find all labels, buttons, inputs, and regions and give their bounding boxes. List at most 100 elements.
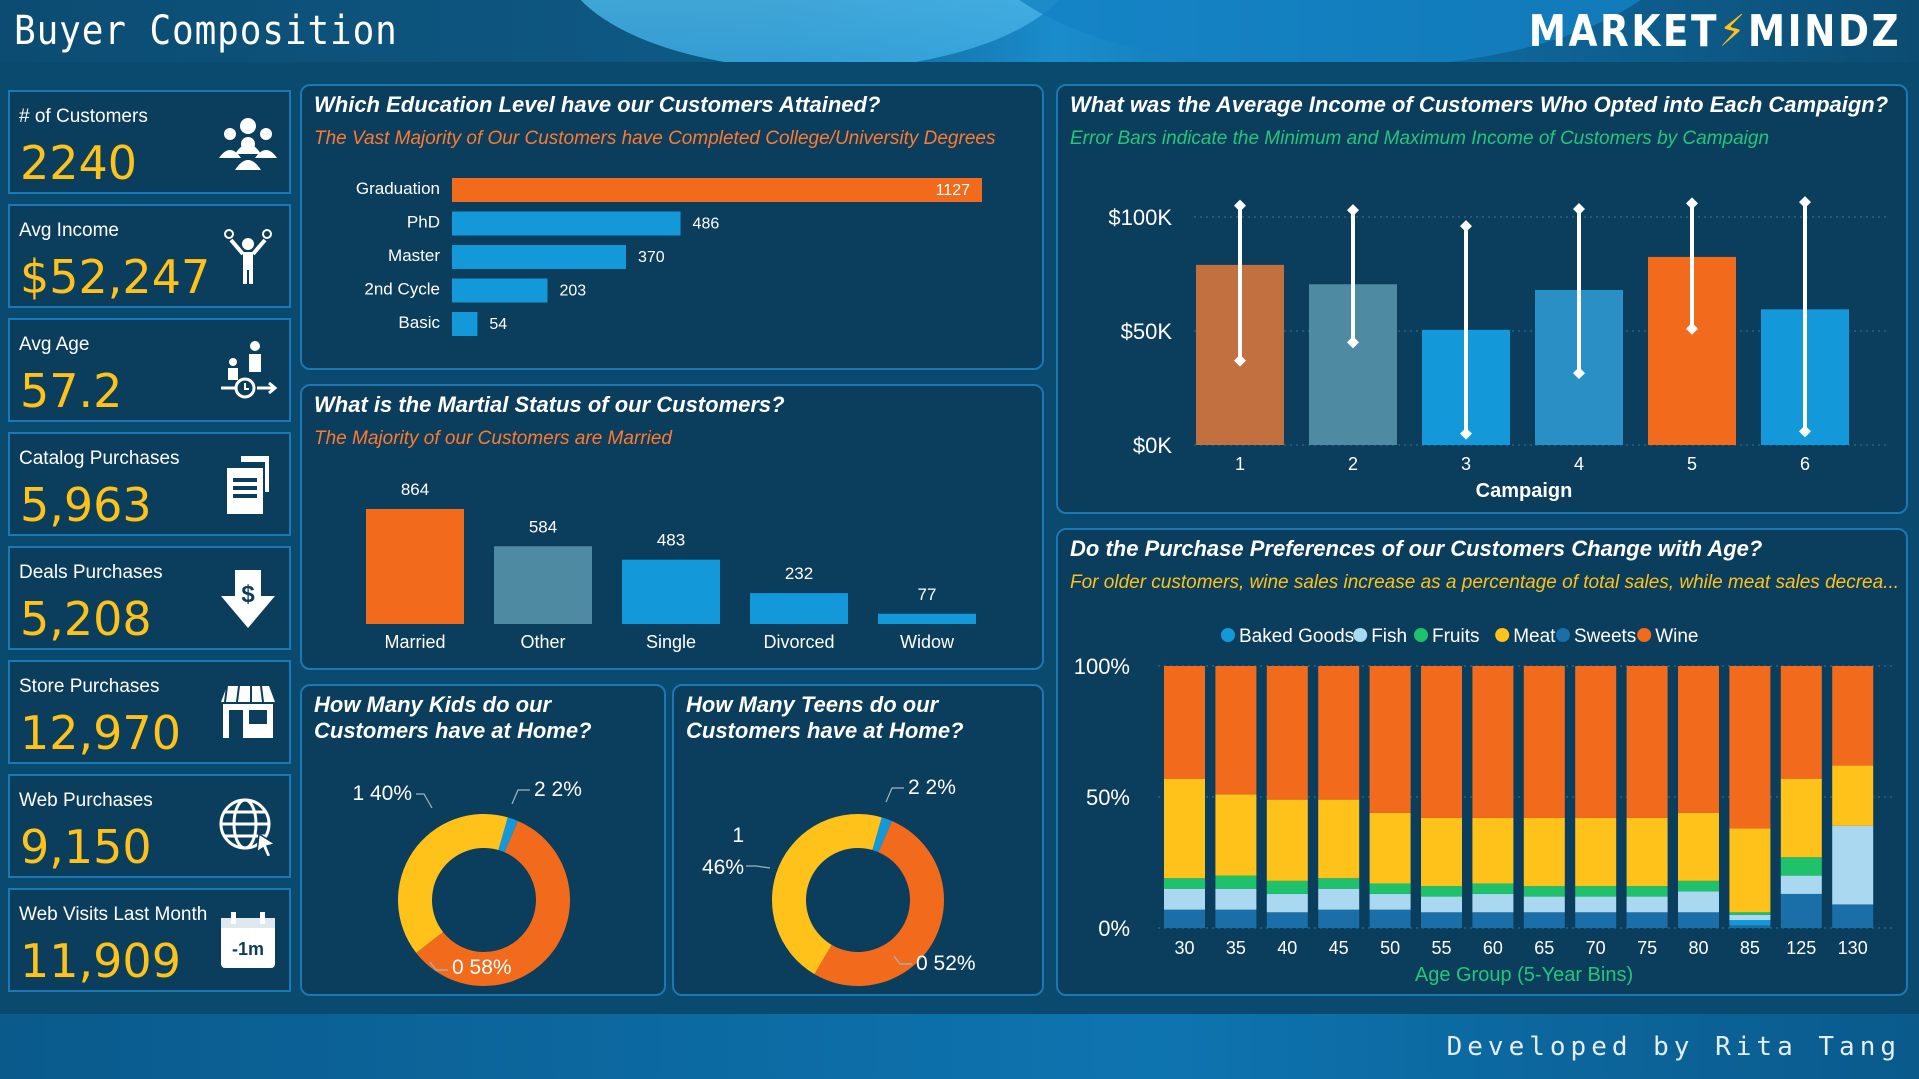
kpi-label: Web Purchases [19, 790, 153, 811]
marital-category-label: Divorced [763, 632, 834, 652]
age-x-tick-label: 65 [1534, 938, 1554, 958]
age-stack-segment [1318, 878, 1360, 889]
education-value-label: 370 [638, 249, 665, 266]
kpi-value: 12,970 [20, 706, 181, 760]
header-bar: Buyer Composition MARKET⚡MINDZ [0, 0, 1919, 62]
age-stack-segment [1832, 904, 1874, 928]
donut-slice [872, 817, 892, 853]
age-legend-label: Baked Goods [1239, 626, 1354, 647]
age-stack-segment [1729, 912, 1771, 915]
age-stack-segment [1266, 893, 1308, 913]
age-stack-segment [1832, 765, 1874, 826]
age-stack-segment [1832, 825, 1874, 905]
marital-panel: What is the Martial Status of our Custom… [300, 384, 1044, 670]
donut-slice [416, 820, 570, 986]
education-category-label: Master [388, 246, 440, 265]
kpi-label: Web Visits Last Month [19, 904, 208, 925]
age-stack-segment [1472, 666, 1514, 818]
age-stack-segment [1266, 912, 1308, 928]
income-x-axis-title: Campaign [1476, 480, 1573, 502]
donut-slice-label: 1 [732, 824, 744, 847]
income-x-tick-label: 4 [1574, 454, 1584, 474]
income-error-max-marker [1460, 220, 1472, 233]
education-value-label: 203 [559, 283, 586, 300]
age-stack-segment [1215, 875, 1257, 889]
marital-value-label: 483 [657, 531, 685, 550]
age-stack-segment [1523, 666, 1565, 818]
donut-slice [498, 817, 518, 853]
age-legend-marker [1353, 628, 1368, 642]
age-stack-segment [1678, 666, 1719, 813]
age-stack-segment [1215, 888, 1257, 910]
age-stack-segment [1575, 666, 1617, 818]
income-error-min-marker [1460, 427, 1472, 440]
age-stack-segment [1780, 893, 1822, 928]
age-stack-segment [1780, 875, 1822, 894]
age-stack-segment [1164, 778, 1205, 879]
header-swoosh-decoration [560, 0, 1080, 62]
age-panel: Do the Purchase Preferences of our Custo… [1056, 528, 1908, 996]
age-stack-segment [1164, 878, 1205, 889]
age-stack-segment [1523, 912, 1565, 928]
storefront-icon [221, 685, 275, 738]
kpi-card-catalog: Catalog Purchases 5,963 [8, 432, 291, 536]
age-stack-segment [1780, 857, 1822, 876]
panel-title-line1: How Many Kids do our [314, 692, 552, 717]
panel-subtitle: Error Bars indicate the Minimum and Maxi… [1070, 128, 1770, 149]
panel-title-line2: Customers have at Home? [686, 718, 964, 743]
marital-bar [494, 546, 592, 624]
age-legend-marker [1556, 628, 1570, 642]
age-stack-segment [1780, 778, 1822, 858]
age-stack-segment [1523, 896, 1565, 913]
kpi-card-customers: # of Customers 2240 [8, 90, 291, 194]
age-legend-label: Sweets [1574, 626, 1636, 647]
age-stack-segment [1318, 909, 1360, 928]
age-legend-label: Fish [1371, 626, 1407, 647]
age-stack-segment [1678, 891, 1719, 913]
donut-slice-label: 2 2% [534, 778, 582, 801]
age-legend-marker [1414, 628, 1428, 642]
kids-donut-chart: 0 58% 1 40% 2 2% [352, 778, 582, 986]
kpi-value: 2240 [20, 136, 138, 190]
calendar-minus-1m-icon: -1m [221, 912, 275, 968]
income-error-max-marker [1799, 196, 1811, 209]
age-x-tick-label: 35 [1226, 938, 1246, 958]
age-x-tick-label: 40 [1277, 938, 1297, 958]
page-title: Buyer Composition [14, 8, 398, 54]
kpi-label: Store Purchases [19, 676, 160, 697]
age-stack-segment [1421, 817, 1462, 887]
age-stack-segment [1575, 817, 1617, 887]
kpi-value: 5,963 [20, 478, 152, 532]
income-error-max-marker [1686, 197, 1698, 210]
age-stack-segment [1266, 880, 1308, 894]
donut-slice-label: 46% [702, 856, 744, 879]
kpi-value: 5,208 [20, 592, 152, 646]
kpi-label: # of Customers [19, 106, 148, 127]
kpi-label: Deals Purchases [19, 562, 163, 583]
education-bar [452, 312, 478, 336]
kpi-label: Catalog Purchases [19, 448, 180, 469]
income-bar-chart: $0K $50K $100K 1 2 3 4 5 6 Campaign [1108, 196, 1888, 502]
age-stack-segment [1575, 886, 1617, 897]
age-stacked-bar-chart: Baked Goods Fish Fruits Meat Sweets Wine 0% 50%… [1074, 626, 1894, 986]
age-stack-segment [1575, 912, 1617, 928]
age-stack-segment [1729, 828, 1771, 913]
education-value-label: 54 [489, 316, 507, 333]
money-person-icon [224, 229, 272, 284]
age-legend-label: Fruits [1432, 626, 1480, 647]
age-stack-segment [1369, 812, 1411, 884]
age-stack-segment [1318, 666, 1360, 800]
globe-cursor-icon [219, 798, 277, 858]
marital-category-label: Other [520, 632, 565, 652]
age-stack-segment [1523, 817, 1565, 887]
education-bar [452, 245, 627, 269]
age-stack-segment [1472, 893, 1514, 913]
income-x-tick-label: 5 [1687, 454, 1697, 474]
panel-title: Which Education Level have our Customers… [314, 92, 881, 117]
age-legend-marker [1495, 628, 1510, 642]
age-legend-marker [1221, 628, 1235, 642]
panel-title: What is the Martial Status of our Custom… [314, 392, 785, 417]
age-x-tick-label: 85 [1740, 938, 1760, 958]
education-category-label: PhD [407, 213, 440, 232]
kpi-value: 11,909 [20, 934, 181, 988]
